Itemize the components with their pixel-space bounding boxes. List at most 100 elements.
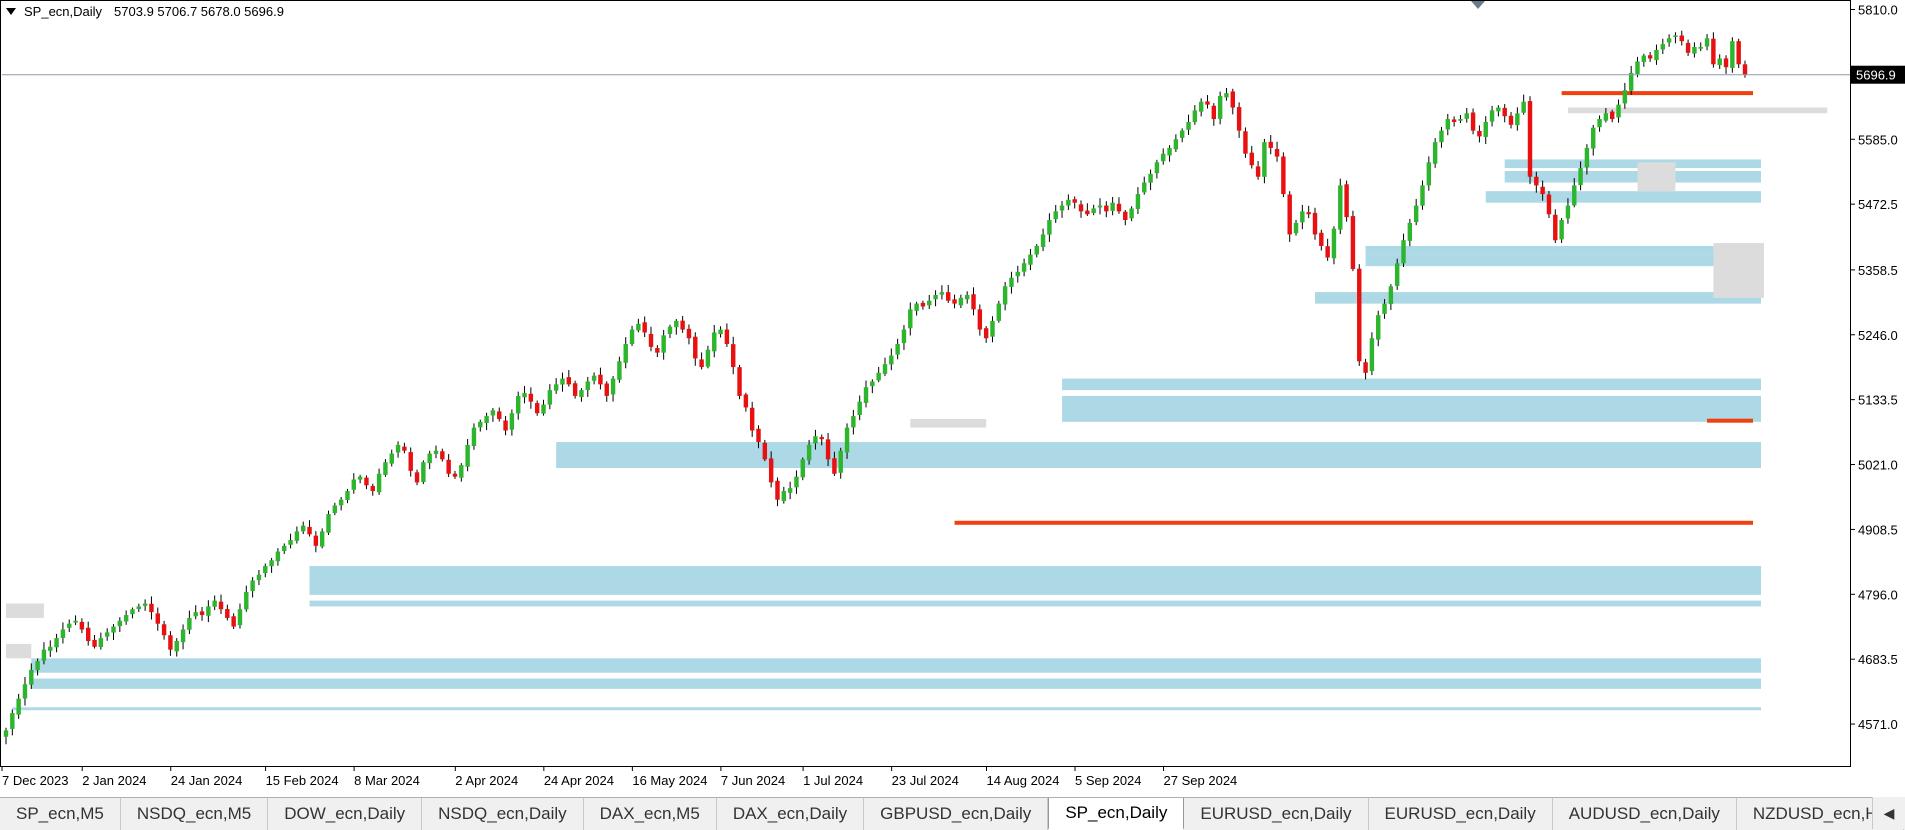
imbalance-zone — [6, 643, 32, 659]
demand-zone — [1062, 378, 1761, 391]
bullish-candle — [1224, 93, 1229, 98]
current-price-label: 5696.9 — [1856, 68, 1896, 83]
bullish-candle — [244, 591, 249, 610]
bullish-candle — [1161, 153, 1166, 162]
bullish-candle — [1401, 240, 1406, 264]
tab-audusd-ecn-daily[interactable]: AUDUSD_ecn,Daily — [1553, 798, 1737, 830]
bearish-candle — [1477, 130, 1482, 137]
bullish-candle — [1584, 147, 1590, 168]
bullish-candle — [927, 300, 932, 306]
bullish-candle — [1028, 254, 1033, 265]
tab-nsdq-ecn-m5[interactable]: NSDQ_ecn,M5 — [121, 798, 269, 830]
bullish-candle — [1420, 185, 1425, 206]
tab-gbpusd-ecn-daily[interactable]: GBPUSD_ecn,Daily — [864, 798, 1049, 830]
bullish-candle — [1565, 205, 1571, 219]
bearish-candle — [1470, 112, 1476, 131]
tab-eurusd-ecn-daily[interactable]: EURUSD_ecn,Daily — [1369, 798, 1553, 830]
bearish-candle — [1255, 166, 1261, 177]
tab-dow-ecn-daily[interactable]: DOW_ecn,Daily — [268, 798, 423, 830]
bearish-candle — [231, 616, 236, 627]
bearish-candle — [79, 621, 85, 630]
bullish-candle — [300, 525, 306, 532]
bullish-candle — [1053, 211, 1058, 220]
demand-zone — [1365, 245, 1761, 255]
bullish-candle — [212, 600, 217, 607]
tab-sp-ecn-daily[interactable]: SP_ecn,Daily — [1048, 798, 1185, 830]
bullish-candle — [623, 343, 628, 363]
bullish-candle — [250, 580, 255, 592]
bullish-candle — [863, 387, 869, 403]
bullish-candle — [1173, 139, 1179, 150]
bullish-candle — [269, 560, 274, 567]
x-tick-label: 2 Jan 2024 — [82, 773, 146, 788]
demand-zone — [1485, 191, 1761, 203]
chart-shift-marker-icon[interactable] — [1471, 1, 1485, 9]
bearish-candle — [952, 299, 957, 304]
bullish-candle — [787, 488, 793, 493]
bullish-candle — [288, 540, 293, 545]
bullish-candle — [806, 444, 812, 461]
bullish-candle — [345, 491, 350, 501]
tab-scroll-left-icon[interactable]: ◀ — [1872, 797, 1905, 829]
dropdown-triangle-icon[interactable] — [6, 8, 16, 15]
chart-tab-bar: SP_ecn,M5 NSDQ_ecn,M5 DOW_ecn,Daily NSDQ_ec… — [0, 797, 1905, 830]
bullish-candle — [1464, 113, 1469, 119]
bullish-candle — [41, 649, 47, 661]
bullish-candle — [60, 629, 66, 638]
x-tick-label: 1 Jul 2024 — [803, 773, 863, 788]
bearish-candle — [534, 403, 540, 414]
demand-zone — [1314, 292, 1761, 304]
bullish-candle — [1047, 220, 1052, 235]
bearish-candle — [977, 309, 983, 330]
bearish-candle — [604, 383, 609, 396]
bullish-candle — [206, 606, 211, 616]
bullish-candle — [421, 462, 426, 483]
tab-dax-ecn-m5[interactable]: DAX_ecn,M5 — [584, 798, 717, 830]
bearish-candle — [1085, 210, 1090, 215]
bullish-candle — [1458, 119, 1463, 121]
bullish-candle — [174, 641, 179, 652]
bullish-candle — [1597, 119, 1602, 128]
x-tick-label: 27 Sep 2024 — [1164, 773, 1238, 788]
levels-layer — [954, 91, 1753, 525]
bullish-candle — [1666, 38, 1672, 43]
bearish-candle — [1236, 107, 1242, 131]
bearish-candle — [1534, 176, 1539, 186]
bullish-candle — [667, 326, 673, 334]
bearish-candle — [686, 328, 692, 339]
bullish-candle — [180, 629, 186, 643]
bearish-candle — [825, 439, 831, 460]
bullish-candle — [610, 378, 616, 395]
y-tick-label: 5021.0 — [1858, 458, 1898, 473]
bullish-candle — [1009, 277, 1014, 287]
bullish-candle — [1717, 58, 1722, 66]
bullish-candle — [1654, 49, 1659, 61]
bearish-candle — [693, 336, 698, 359]
key-level-line — [1707, 418, 1753, 423]
chart-area[interactable]: 5696.9 5810.0 5585.0 5472.5 5358.5 5246.0 513… — [0, 0, 1905, 800]
bullish-candle — [1293, 222, 1299, 234]
bullish-candle — [914, 303, 919, 311]
bullish-candle — [1572, 185, 1577, 206]
tab-sp-ecn-m5[interactable]: SP_ecn,M5 — [0, 798, 121, 830]
bullish-candle — [338, 499, 344, 506]
bearish-candle — [680, 320, 685, 330]
tab-eurusd-ecn-daily[interactable]: EURUSD_ecn,Daily — [1184, 798, 1369, 830]
bearish-candle — [768, 458, 774, 483]
chart-header: SP_ecn,Daily 5703.9 5706.7 5678.0 5696.9 — [6, 4, 284, 19]
bearish-candle — [1546, 194, 1552, 215]
tab-nsdq-ecn-daily[interactable]: NSDQ_ecn,Daily — [422, 798, 584, 830]
current-price-tag — [1851, 65, 1905, 84]
tab-dax-ecn-daily[interactable]: DAX_ecn,Daily — [717, 798, 865, 830]
bullish-candle — [465, 444, 470, 467]
bearish-candle — [1211, 105, 1217, 120]
bearish-candle — [983, 328, 989, 339]
bullish-candle — [1167, 147, 1172, 156]
bullish-candle — [294, 531, 300, 541]
candlestick-chart[interactable]: 5696.9 5810.0 5585.0 5472.5 5358.5 5246.0 513… — [0, 0, 1905, 797]
bullish-candle — [895, 343, 900, 355]
bullish-candle — [275, 551, 281, 562]
bearish-candle — [762, 442, 768, 460]
bearish-candle — [408, 452, 413, 471]
bearish-candle — [313, 535, 319, 546]
